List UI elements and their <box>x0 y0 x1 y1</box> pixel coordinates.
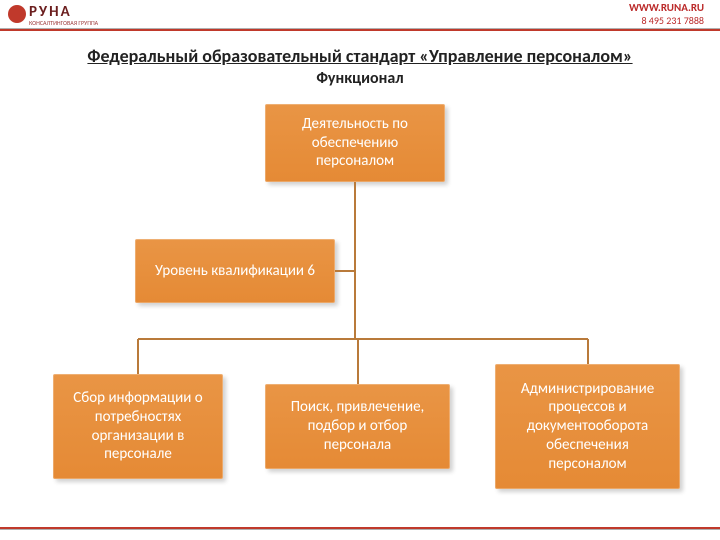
connector-drop-leaf3 <box>587 339 589 364</box>
connector-mid-horiz <box>335 270 355 272</box>
logo-text: РУНА <box>29 3 72 21</box>
logo-icon <box>8 5 26 23</box>
node-root: Деятельность пообеспечениюперсоналом <box>265 104 445 182</box>
page-subtitle: Функционал <box>0 69 720 88</box>
connector-drop-leaf1 <box>137 339 139 374</box>
page-title: Федеральный образовательный стандарт «Уп… <box>0 45 720 67</box>
contact-url: WWW.RUNA.RU <box>629 2 704 14</box>
header-divider <box>0 28 720 31</box>
connector-root-vert <box>354 182 356 339</box>
org-chart: Деятельность пообеспечениюперсоналом Уров… <box>0 94 720 514</box>
contact-block: WWW.RUNA.RU 8 495 231 7888 <box>629 2 704 25</box>
logo: РУНА КОНСАЛТИНГОВАЯ ГРУППА <box>8 2 98 27</box>
logo-subtitle: КОНСАЛТИНГОВАЯ ГРУППА <box>29 19 98 27</box>
node-leaf1: Сбор информации опотребностяхорганизации… <box>53 374 223 479</box>
header: РУНА КОНСАЛТИНГОВАЯ ГРУППА WWW.RUNA.RU 8… <box>0 0 720 28</box>
logo-text-wrap: РУНА КОНСАЛТИНГОВАЯ ГРУППА <box>29 2 98 27</box>
footer-divider <box>0 527 720 530</box>
contact-phone: 8 495 231 7888 <box>629 15 704 26</box>
node-leaf3: Администрированиепроцессов идокументообо… <box>495 364 680 489</box>
node-leaf2: Поиск, привлечение,подбор и отборперсона… <box>265 384 450 469</box>
connector-drop-leaf2 <box>357 339 359 384</box>
connector-bus <box>138 338 588 340</box>
node-mid: Уровень квалификации 6 <box>135 239 335 303</box>
